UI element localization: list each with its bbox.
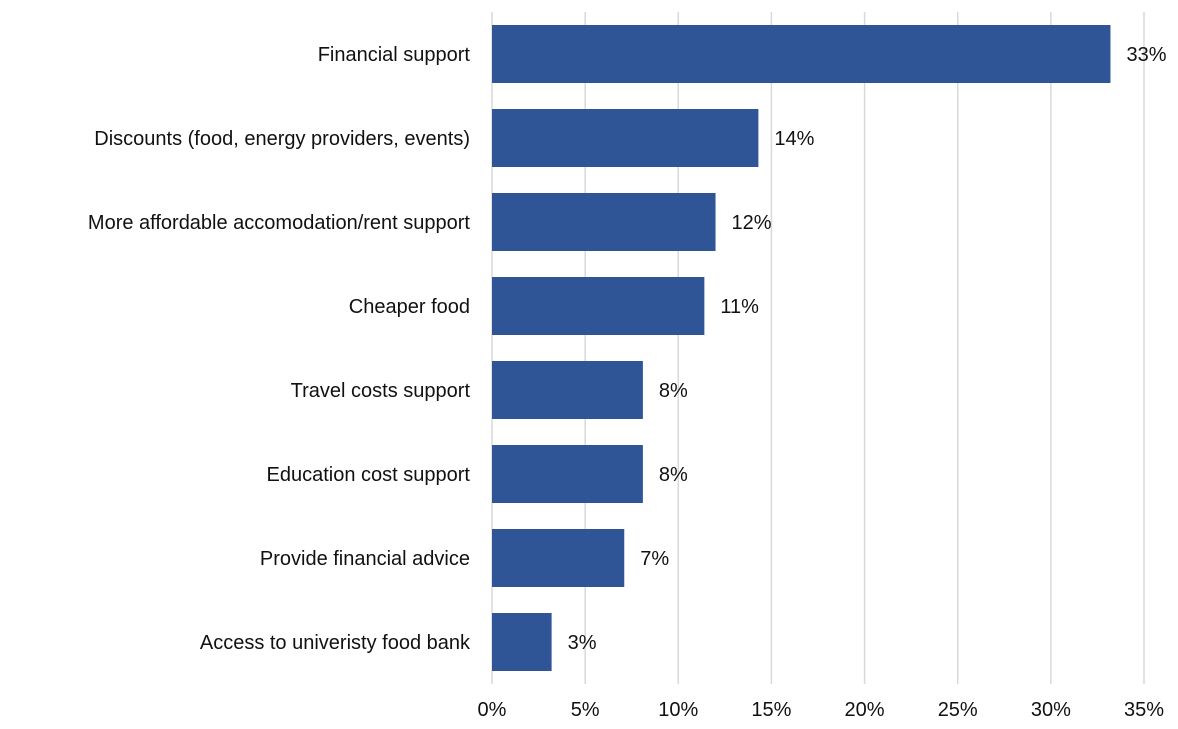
bar [492,277,705,335]
category-label: Provide financial advice [260,548,470,570]
category-label: Travel costs support [291,380,471,402]
data-label: 11% [720,296,759,318]
category-labels: Financial support Discounts (food, energy… [88,44,471,654]
x-tick-label: 20% [845,699,885,721]
data-label: 14% [774,128,814,150]
data-label: 8% [659,464,688,486]
bar [492,109,759,167]
data-label: 7% [640,548,669,570]
x-tick-label: 25% [938,699,978,721]
bars [492,25,1111,671]
x-tick-label: 5% [571,699,600,721]
bar [492,361,643,419]
data-label: 3% [568,632,597,654]
x-tick-label: 0% [478,699,507,721]
data-label: 33% [1126,44,1166,66]
data-label: 12% [732,212,772,234]
data-label: 8% [659,380,688,402]
category-label: Discounts (food, energy providers, event… [94,128,470,150]
category-label: Financial support [318,44,471,66]
category-label: Cheaper food [349,296,470,318]
x-axis-tick-labels: 0% 5% 10% 15% 20% 25% 30% 35% [478,699,1165,721]
x-tick-label: 10% [658,699,698,721]
data-labels: 33% 14% 12% 11% 8% 8% 7% 3% [568,44,1167,654]
bar [492,25,1111,83]
bar [492,445,643,503]
category-label: Access to univeristy food bank [200,632,471,654]
bar [492,529,625,587]
x-tick-label: 30% [1031,699,1071,721]
x-tick-label: 35% [1124,699,1164,721]
category-label: More affordable accomodation/rent suppor… [88,212,471,234]
bar [492,193,716,251]
bar [492,613,552,671]
x-tick-label: 15% [751,699,791,721]
category-label: Education cost support [267,464,471,486]
